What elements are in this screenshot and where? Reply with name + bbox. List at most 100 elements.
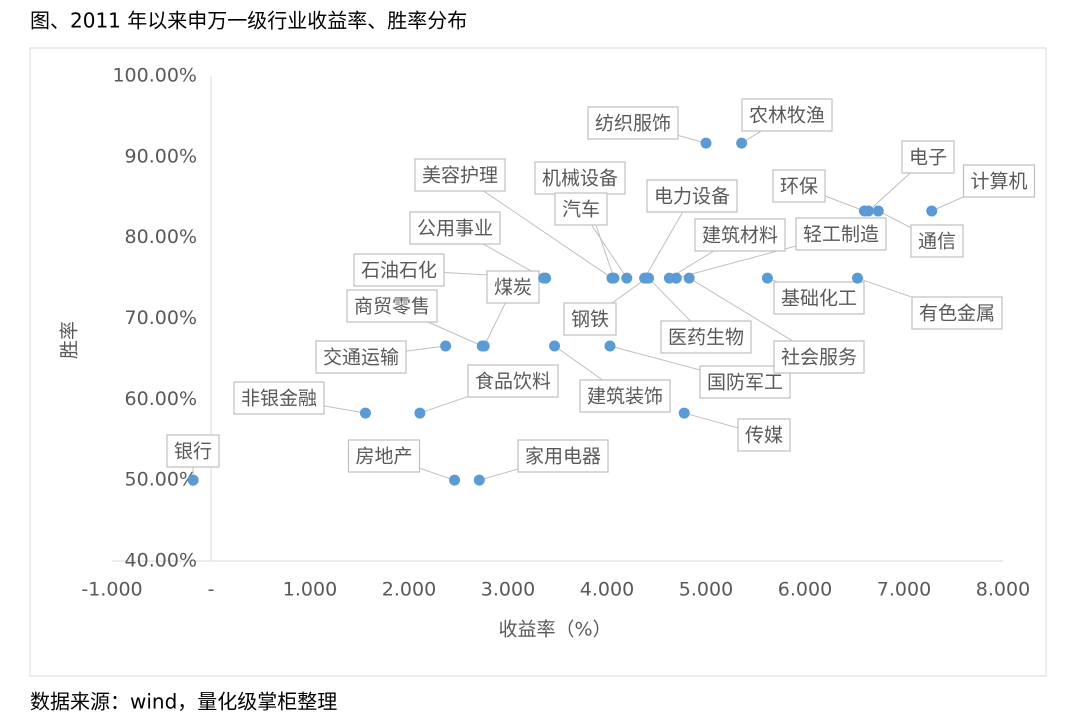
- point-label: 农林牧渔: [749, 105, 825, 127]
- x-tick-label: 6.000: [778, 579, 832, 601]
- label-box: [563, 302, 617, 336]
- label-box: [534, 161, 626, 195]
- label-box: [694, 218, 786, 252]
- y-tick-label: 100.00%: [112, 65, 197, 87]
- label-box: [347, 439, 421, 473]
- point-label: 交通运输: [323, 347, 399, 369]
- point-label: 机械设备: [542, 168, 618, 190]
- label-box: [554, 192, 608, 226]
- chart-title: 图、2011 年以来申万一级行业收益率、胜率分布: [30, 9, 467, 33]
- point-label: 石油石化: [361, 260, 437, 282]
- data-point: [440, 340, 452, 352]
- data-point: [862, 205, 874, 217]
- label-box: [646, 179, 738, 213]
- point-label: 商贸零售: [354, 296, 430, 318]
- chart-frame: [29, 47, 1047, 677]
- data-point: [700, 137, 712, 149]
- point-label: 家用电器: [525, 446, 601, 468]
- point-label: 医药生物: [668, 327, 744, 349]
- data-point: [872, 205, 884, 217]
- data-point: [538, 272, 550, 284]
- y-tick-label: 80.00%: [125, 226, 197, 248]
- point-label: 电力设备: [654, 186, 730, 208]
- label-box: [166, 434, 220, 468]
- label-box: [579, 379, 671, 413]
- label-box: [587, 106, 679, 140]
- label-box: [910, 224, 964, 258]
- point-label: 有色金属: [919, 303, 995, 325]
- data-point: [478, 340, 490, 352]
- point-label: 社会服务: [781, 347, 857, 369]
- point-label: 纺织服饰: [595, 113, 671, 135]
- point-label: 通信: [918, 231, 956, 253]
- point-label: 银行: [174, 441, 212, 463]
- point-label: 轻工制造: [803, 224, 879, 246]
- label-box: [911, 296, 1003, 330]
- point-label: 美容护理: [422, 165, 498, 187]
- x-tick-label: -1.000: [81, 579, 142, 601]
- label-box: [773, 340, 865, 374]
- label-box: [901, 140, 955, 174]
- label-box: [409, 211, 501, 245]
- label-box: [414, 158, 506, 192]
- data-point: [604, 340, 616, 352]
- point-label: 国防军工: [707, 372, 783, 394]
- y-tick-label: 70.00%: [125, 307, 197, 329]
- x-tick-label: 1.000: [283, 579, 337, 601]
- point-label: 房地产: [355, 446, 412, 468]
- x-tick-label: 3.000: [481, 579, 535, 601]
- x-tick-label: 5.000: [679, 579, 733, 601]
- point-label: 电子: [909, 147, 947, 169]
- point-label: 煤炭: [494, 277, 532, 299]
- data-point: [449, 474, 461, 486]
- y-tick-label: 60.00%: [125, 388, 197, 410]
- data-point: [187, 474, 199, 486]
- point-label: 建筑材料: [702, 225, 778, 247]
- x-tick-label: 4.000: [580, 579, 634, 601]
- data-point: [926, 205, 938, 217]
- data-point: [473, 474, 485, 486]
- data-point: [549, 340, 561, 352]
- data-point: [683, 272, 695, 284]
- data-point: [643, 272, 655, 284]
- label-box: [233, 381, 325, 415]
- label-box: [353, 253, 445, 287]
- data-point: [670, 272, 682, 284]
- label-box: [660, 320, 752, 354]
- callout-line: [459, 174, 613, 279]
- label-box: [772, 169, 826, 203]
- point-label: 钢铁: [571, 309, 609, 331]
- y-axis-label: 胜率: [59, 321, 81, 359]
- y-tick-label: 50.00%: [125, 469, 197, 491]
- point-label: 公用事业: [417, 218, 493, 240]
- point-label: 食品饮料: [475, 371, 551, 393]
- point-label: 非银金融: [241, 388, 317, 410]
- point-label: 汽车: [562, 199, 600, 221]
- data-point: [621, 272, 633, 284]
- x-tick-label: -: [208, 579, 215, 601]
- label-box: [962, 164, 1036, 198]
- point-label: 环保: [780, 176, 818, 198]
- label-box: [773, 281, 865, 315]
- point-label: 建筑装饰: [587, 386, 663, 408]
- data-point: [736, 137, 748, 149]
- y-tick-label: 90.00%: [125, 145, 197, 167]
- x-tick-label: 8.000: [976, 579, 1030, 601]
- label-box: [486, 270, 540, 304]
- point-label: 传媒: [745, 425, 783, 447]
- point-label: 基础化工: [781, 288, 857, 310]
- x-tick-label: 2.000: [382, 579, 436, 601]
- label-box: [346, 289, 438, 323]
- data-point: [359, 407, 371, 419]
- source-note: 数据来源：wind，量化级掌柜整理: [30, 690, 337, 714]
- label-box: [467, 364, 559, 398]
- data-point: [761, 272, 773, 284]
- label-box: [517, 439, 609, 473]
- label-box: [741, 98, 833, 132]
- point-label: 计算机: [970, 171, 1027, 193]
- data-point: [608, 272, 620, 284]
- data-point: [414, 407, 426, 419]
- y-tick-label: 40.00%: [125, 550, 197, 572]
- x-tick-label: 7.000: [877, 579, 931, 601]
